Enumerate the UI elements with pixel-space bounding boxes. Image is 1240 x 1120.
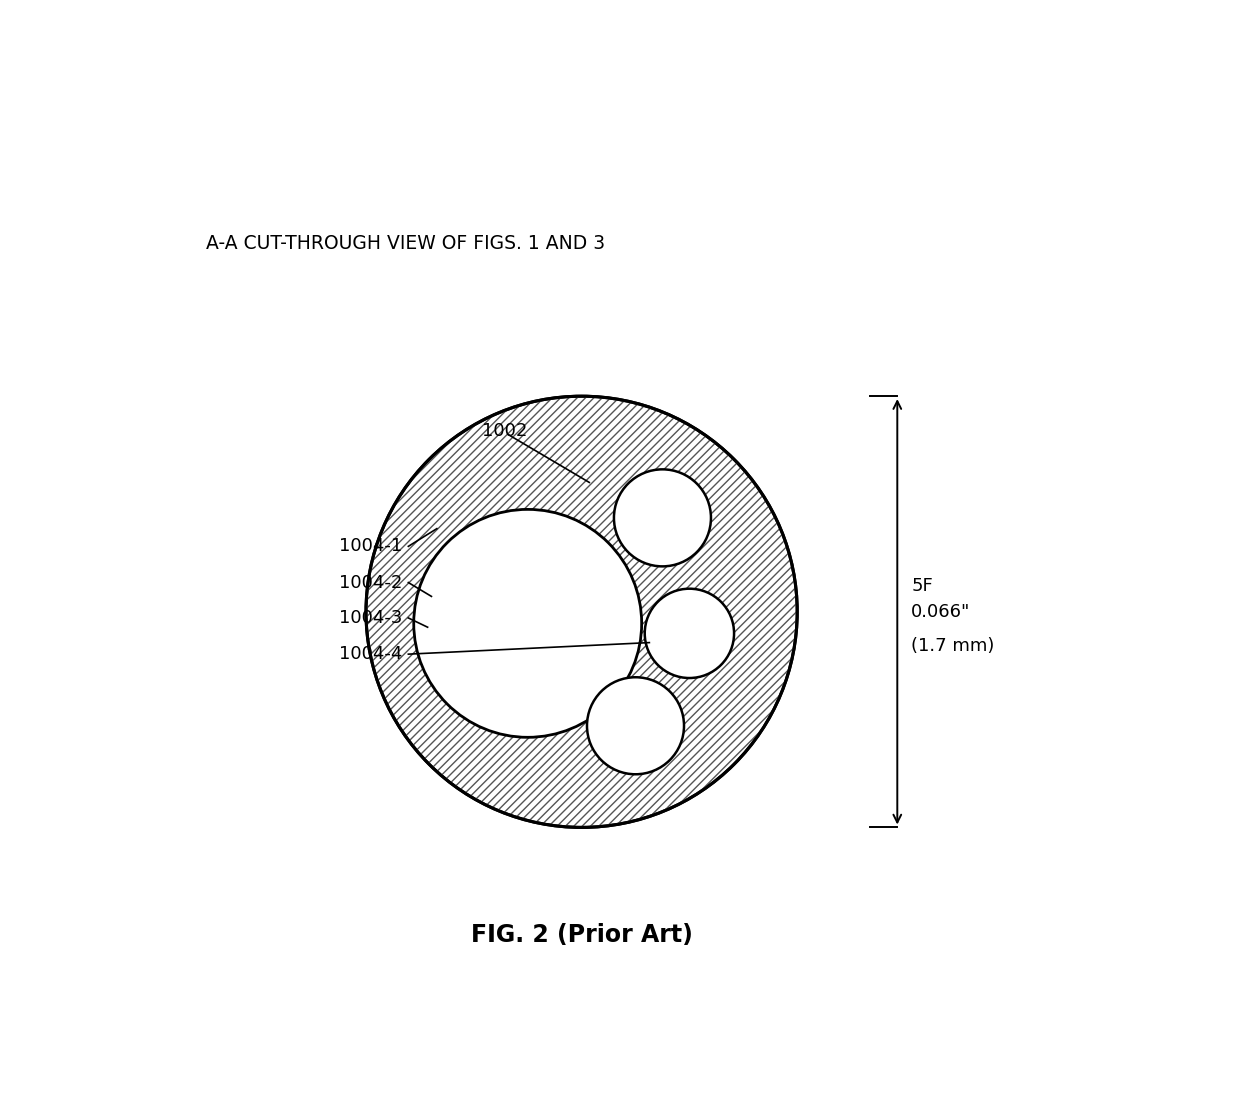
Text: 1002: 1002 (481, 422, 527, 440)
Circle shape (645, 589, 734, 678)
Text: 1004-3: 1004-3 (339, 609, 403, 627)
Circle shape (614, 469, 711, 567)
Text: FIG. 2 (Prior Art): FIG. 2 (Prior Art) (471, 923, 692, 948)
Text: (1.7 mm): (1.7 mm) (911, 636, 994, 655)
Text: 1004-4: 1004-4 (339, 645, 403, 663)
Text: A-A CUT-THROUGH VIEW OF FIGS. 1 AND 3: A-A CUT-THROUGH VIEW OF FIGS. 1 AND 3 (206, 234, 605, 253)
Text: 5F: 5F (911, 578, 932, 596)
Circle shape (366, 396, 797, 828)
Circle shape (414, 510, 641, 737)
Text: 1004-1: 1004-1 (339, 538, 402, 556)
Text: 0.066": 0.066" (911, 603, 971, 620)
Text: 1004-2: 1004-2 (339, 573, 403, 591)
Circle shape (587, 678, 684, 774)
